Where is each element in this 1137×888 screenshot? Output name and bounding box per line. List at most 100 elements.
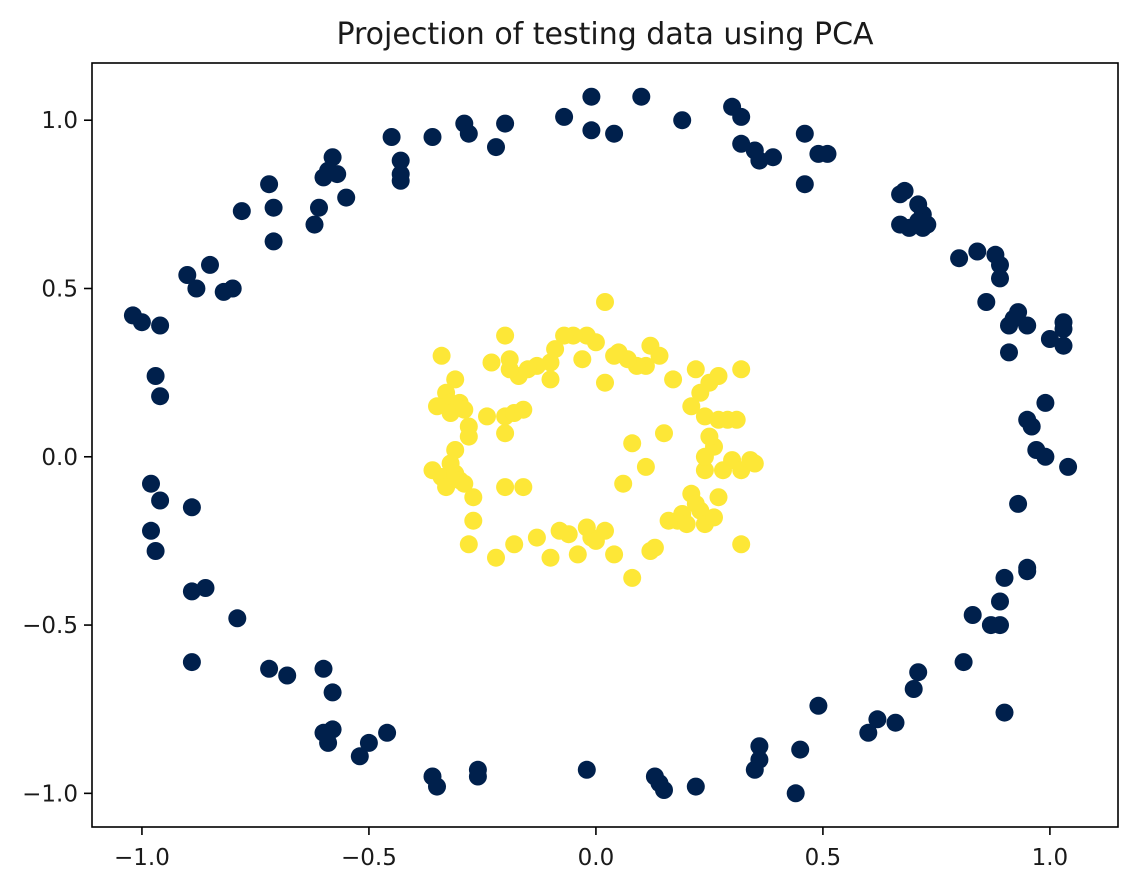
scatter-point-s0-63 (1054, 319, 1073, 338)
scatter-point-s0-100 (496, 114, 515, 133)
scatter-point-s0-94 (673, 111, 692, 130)
scatter-point-s0-90 (732, 134, 751, 153)
scatter-point-s0-101 (487, 138, 505, 157)
scatter-point-s1-35 (623, 568, 642, 587)
scatter-point-s1-29 (568, 545, 587, 564)
scatter-point-s0-115 (305, 215, 324, 234)
scatter-point-s0-74 (950, 249, 969, 268)
scatter-point-s0-9 (182, 498, 201, 517)
scatter-point-s0-44 (954, 653, 973, 672)
scatter-point-s1-46 (705, 508, 723, 527)
scatter-point-s0-118 (264, 232, 283, 251)
scatter-point-s0-15 (278, 666, 297, 685)
scatter-point-s1-18 (464, 488, 483, 507)
scatter-point-s0-7 (142, 521, 160, 540)
chart-title: Projection of testing data using PCA (336, 17, 874, 52)
scatter-point-s1-23 (487, 548, 505, 567)
scatter-point-s0-14 (260, 659, 279, 678)
scatter-point-s1-101 (614, 474, 633, 493)
scatter-point-s0-83 (909, 212, 928, 231)
scatter-point-s0-21 (350, 747, 369, 766)
scatter-point-s0-22 (359, 733, 378, 752)
scatter-point-s0-85 (809, 144, 828, 163)
scatter-point-s1-65 (732, 360, 751, 379)
y-tick-label: 0.5 (41, 276, 78, 302)
scatter-point-s1-25 (527, 528, 546, 547)
scatter-point-s0-67 (1018, 316, 1037, 335)
scatter-point-s0-13 (228, 609, 247, 628)
scatter-point-s1-68 (664, 370, 683, 389)
scatter-point-s0-32 (686, 777, 705, 796)
scatter-point-s1-44 (691, 501, 710, 520)
scatter-point-s1-64 (709, 367, 728, 385)
scatter-point-s0-4 (151, 387, 170, 406)
scatter-point-s0-8 (146, 542, 165, 560)
x-tick-label: −0.5 (341, 845, 397, 871)
scatter-point-s1-91 (496, 326, 515, 345)
scatter-point-s1-19 (464, 511, 483, 530)
scatter-point-s1-10 (446, 441, 465, 459)
scatter-point-s0-93 (732, 107, 751, 126)
scatter-point-s1-26 (541, 548, 560, 567)
scatter-point-s1-47 (709, 488, 728, 507)
scatter-point-s0-23 (378, 723, 397, 742)
scatter-point-s0-73 (968, 242, 987, 261)
scatter-point-s0-104 (423, 128, 442, 146)
scatter-point-s0-61 (1054, 336, 1073, 355)
scatter-point-s1-34 (605, 545, 624, 564)
scatter-point-s0-113 (314, 168, 333, 187)
scatter-point-s0-108 (391, 171, 410, 190)
scatter-point-s1-57 (700, 427, 719, 446)
scatter-point-s0-59 (1059, 457, 1078, 476)
scatter-point-s1-85 (541, 370, 560, 389)
scatter-point-s0-3 (146, 367, 165, 385)
scatter-point-s0-86 (795, 124, 814, 143)
scatter-point-s0-99 (555, 107, 574, 126)
scatter-point-s1-100 (636, 457, 655, 476)
scatter-point-s1-84 (541, 353, 560, 372)
scatter-point-s1-77 (596, 373, 614, 392)
scatter-point-s0-114 (310, 198, 328, 217)
scatter-point-s0-57 (1036, 447, 1055, 466)
scatter-point-s0-47 (991, 616, 1009, 635)
scatter-point-s0-11 (196, 579, 215, 597)
scatter-point-s1-71 (650, 346, 669, 365)
scatter-point-s1-75 (605, 346, 624, 365)
scatter-point-s1-7 (455, 400, 474, 419)
scatter-point-s1-41 (677, 515, 696, 534)
scatter-point-s0-105 (382, 128, 401, 146)
scatter-point-s0-122 (201, 255, 219, 274)
x-tick-label: 1.0 (1032, 845, 1069, 871)
plot-frame (91, 62, 1119, 828)
scatter-point-s1-21 (496, 478, 515, 497)
scatter-point-s0-42 (904, 680, 923, 698)
scatter-point-s0-124 (178, 266, 197, 284)
scatter-point-s0-72 (977, 293, 996, 311)
y-tick-label: −0.5 (22, 613, 78, 639)
scatter-point-s0-58 (1036, 393, 1055, 412)
scatter-point-s0-95 (632, 87, 651, 106)
scatter-point-s1-28 (559, 525, 578, 544)
scatter-point-s1-82 (555, 326, 574, 345)
y-tick-label: 0.0 (41, 445, 78, 471)
scatter-point-s0-2 (151, 316, 170, 335)
scatter-point-s0-36 (791, 740, 810, 759)
scatter-point-s1-76 (596, 293, 614, 311)
x-tick-label: −1.0 (114, 845, 170, 871)
scatter-point-s0-69 (991, 269, 1009, 288)
scatter-point-s1-79 (577, 326, 596, 345)
scatter-point-s1-97 (478, 407, 496, 426)
scatter-point-s0-71 (986, 245, 1005, 264)
scatter-point-s0-103 (459, 124, 478, 143)
points-layer (123, 87, 1078, 803)
scatter-point-s0-121 (214, 282, 233, 301)
scatter-point-s0-50 (995, 703, 1014, 722)
scatter-point-s0-1 (132, 313, 151, 332)
scatter-point-s0-40 (868, 710, 887, 729)
scatter-point-s0-27 (468, 767, 487, 786)
x-tick-label: 0.5 (805, 845, 842, 871)
scatter-point-s1-9 (459, 427, 478, 446)
scatter-point-s1-16 (437, 478, 456, 497)
scatter-point-s0-25 (428, 777, 446, 796)
